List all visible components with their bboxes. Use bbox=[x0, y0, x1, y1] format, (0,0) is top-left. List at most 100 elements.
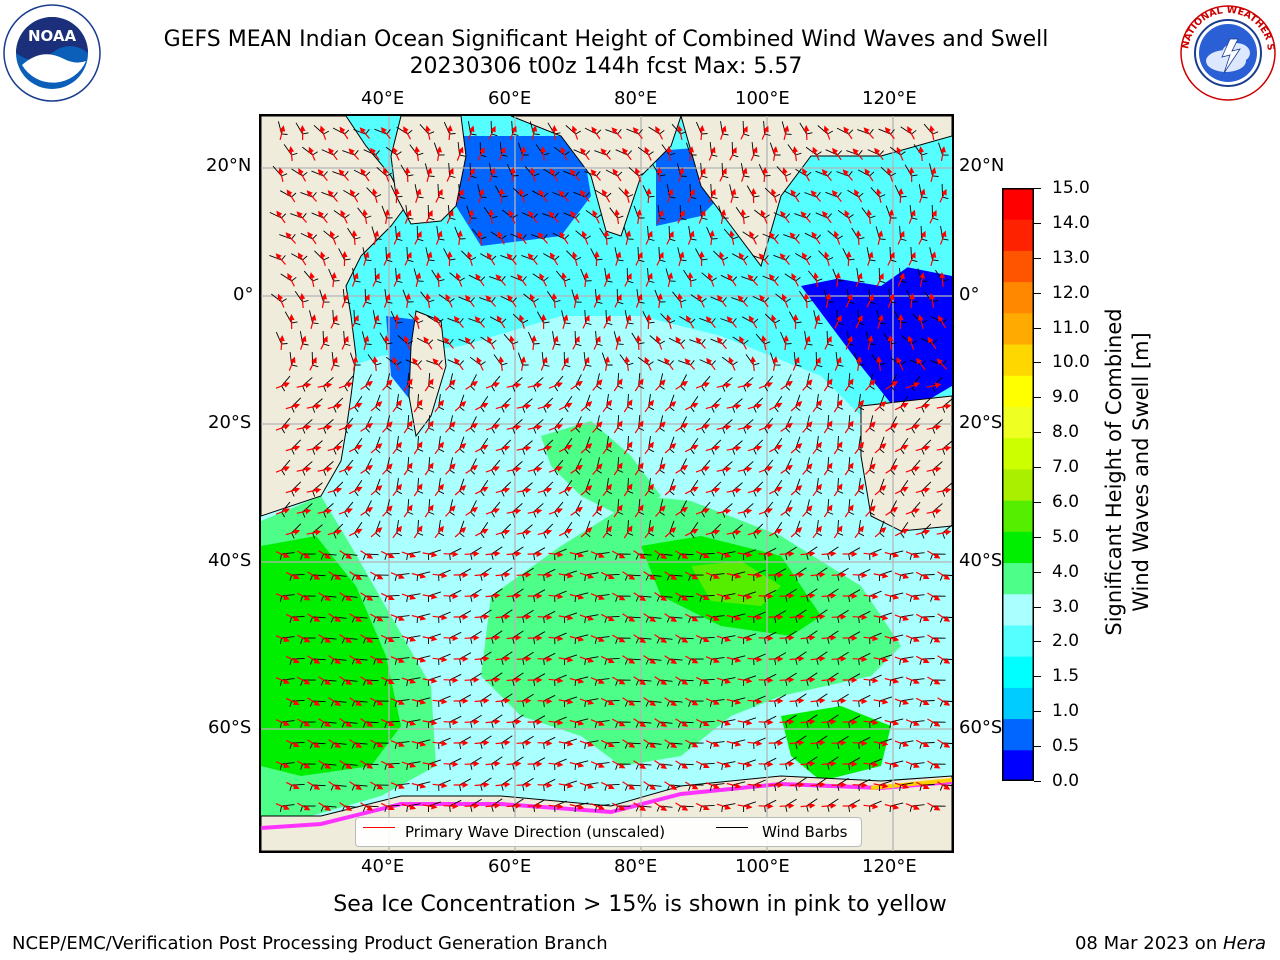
wave-direction-arrow bbox=[855, 272, 863, 287]
wave-direction-arrow bbox=[747, 403, 763, 410]
wave-direction-arrow bbox=[855, 314, 863, 329]
wave-direction-arrow bbox=[716, 424, 732, 431]
wave-direction-arrow bbox=[277, 293, 285, 308]
wave-direction-arrow bbox=[580, 147, 590, 161]
wave-direction-arrow bbox=[520, 356, 527, 372]
wave-direction-arrow bbox=[380, 127, 391, 139]
wave-direction-arrow bbox=[454, 357, 464, 371]
colorbar-tick-mark bbox=[1034, 746, 1041, 748]
colorbar-swatch bbox=[1002, 624, 1034, 657]
wave-direction-arrow bbox=[403, 335, 411, 350]
wave-direction-arrow bbox=[446, 209, 454, 224]
wave-direction-arrow bbox=[506, 424, 522, 431]
wave-direction-arrow bbox=[495, 274, 507, 286]
wave-direction-arrow bbox=[645, 272, 653, 287]
wave-direction-arrow bbox=[885, 464, 899, 474]
wave-direction-arrow bbox=[779, 802, 795, 809]
wave-direction-arrow bbox=[887, 293, 895, 308]
wave-direction-arrow bbox=[854, 189, 863, 203]
wave-direction-arrow bbox=[443, 551, 459, 558]
wave-direction-arrow bbox=[309, 272, 315, 288]
wave-direction-arrow bbox=[529, 293, 537, 308]
wave-direction-arrow bbox=[392, 399, 403, 413]
wave-direction-arrow bbox=[937, 315, 947, 329]
top-x-tick-120e: 120°E bbox=[862, 88, 917, 109]
noaa-logo: NOAA bbox=[2, 3, 102, 103]
wave-direction-arrow bbox=[372, 356, 379, 372]
wave-direction-arrow bbox=[831, 655, 847, 662]
wave-direction-arrow bbox=[537, 740, 553, 747]
colorbar-tick-mark bbox=[1034, 467, 1041, 469]
wave-direction-arrow bbox=[327, 487, 343, 494]
wave-direction-arrow bbox=[727, 273, 737, 287]
wave-direction-arrow bbox=[520, 146, 527, 162]
wave-direction-arrow bbox=[435, 188, 443, 203]
wave-direction-arrow bbox=[278, 335, 285, 351]
wave-direction-arrow bbox=[306, 190, 317, 202]
wave-direction-arrow bbox=[716, 294, 727, 308]
wave-direction-arrow bbox=[802, 379, 813, 391]
wave-direction-arrow bbox=[750, 146, 758, 161]
wave-direction-arrow bbox=[831, 739, 847, 746]
wave-direction-arrow bbox=[613, 462, 623, 476]
wave-direction-arrow bbox=[759, 294, 769, 308]
wave-direction-arrow bbox=[298, 168, 307, 182]
wave-direction-arrow bbox=[593, 293, 601, 308]
bottom-x-tick-120e: 120°E bbox=[862, 856, 917, 877]
wave-direction-arrow bbox=[854, 441, 865, 455]
wave-direction-arrow bbox=[300, 335, 307, 350]
wave-direction-arrow bbox=[327, 403, 343, 410]
wave-direction-arrow bbox=[613, 420, 623, 434]
wave-direction-arrow bbox=[874, 147, 884, 161]
wave-direction-arrow bbox=[834, 314, 842, 329]
wave-direction-arrow bbox=[867, 251, 874, 266]
wave-direction-arrow bbox=[645, 230, 653, 245]
wave-direction-arrow bbox=[296, 466, 312, 473]
wave-direction-arrow bbox=[926, 424, 942, 431]
wave-direction-arrow bbox=[823, 420, 833, 434]
wave-direction-arrow bbox=[705, 403, 721, 410]
wave-direction-arrow bbox=[664, 443, 677, 454]
wave-direction-arrow bbox=[329, 230, 337, 245]
bottom-x-tick-80e: 80°E bbox=[614, 856, 658, 877]
wave-direction-arrow bbox=[569, 169, 580, 181]
wave-direction-arrow bbox=[351, 272, 359, 287]
wave-band-1.5-2m-south-china-sea bbox=[801, 136, 952, 286]
wave-height-map bbox=[261, 116, 952, 851]
wave-direction-arrow bbox=[635, 335, 642, 351]
wave-direction-arrow bbox=[908, 209, 916, 224]
wave-direction-arrow bbox=[600, 148, 612, 160]
right-y-tick-40s: 40°S bbox=[959, 550, 1003, 571]
wave-direction-arrow bbox=[780, 422, 793, 432]
colorbar-swatch bbox=[1002, 656, 1034, 688]
colorbar-tick-label: 10.0 bbox=[1052, 352, 1090, 373]
wave-direction-arrow bbox=[425, 293, 432, 308]
colorbar-tick-label: 15.0 bbox=[1052, 178, 1090, 198]
wave-direction-arrow bbox=[783, 125, 790, 140]
wave-direction-arrow bbox=[570, 210, 580, 224]
wave-direction-arrow bbox=[330, 314, 338, 329]
wave-direction-arrow bbox=[571, 251, 578, 266]
wave-direction-arrow bbox=[865, 421, 876, 433]
wave-direction-arrow bbox=[434, 483, 445, 497]
wave-direction-arrow bbox=[321, 293, 328, 309]
wave-direction-arrow bbox=[317, 210, 328, 224]
wave-direction-arrow bbox=[340, 209, 348, 224]
wave-direction-arrow bbox=[573, 293, 580, 309]
wave-direction-arrow bbox=[537, 656, 553, 663]
wave-direction-arrow bbox=[551, 293, 558, 309]
wave-direction-arrow bbox=[384, 209, 390, 224]
wave-direction-arrow bbox=[413, 441, 423, 455]
wave-direction-arrow bbox=[506, 466, 522, 473]
wave-direction-arrow bbox=[687, 230, 695, 245]
wave-direction-arrow bbox=[790, 189, 800, 203]
wave-direction-arrow bbox=[770, 314, 777, 329]
wave-direction-arrow bbox=[548, 382, 563, 389]
wave-direction-arrow bbox=[874, 401, 887, 412]
wave-direction-arrow bbox=[852, 656, 868, 663]
wave-direction-arrow bbox=[719, 167, 727, 182]
wave-direction-arrow bbox=[443, 635, 459, 642]
wave-direction-arrow bbox=[834, 356, 842, 371]
top-x-tick-80e: 80°E bbox=[614, 88, 658, 109]
wave-direction-arrow bbox=[614, 209, 621, 224]
